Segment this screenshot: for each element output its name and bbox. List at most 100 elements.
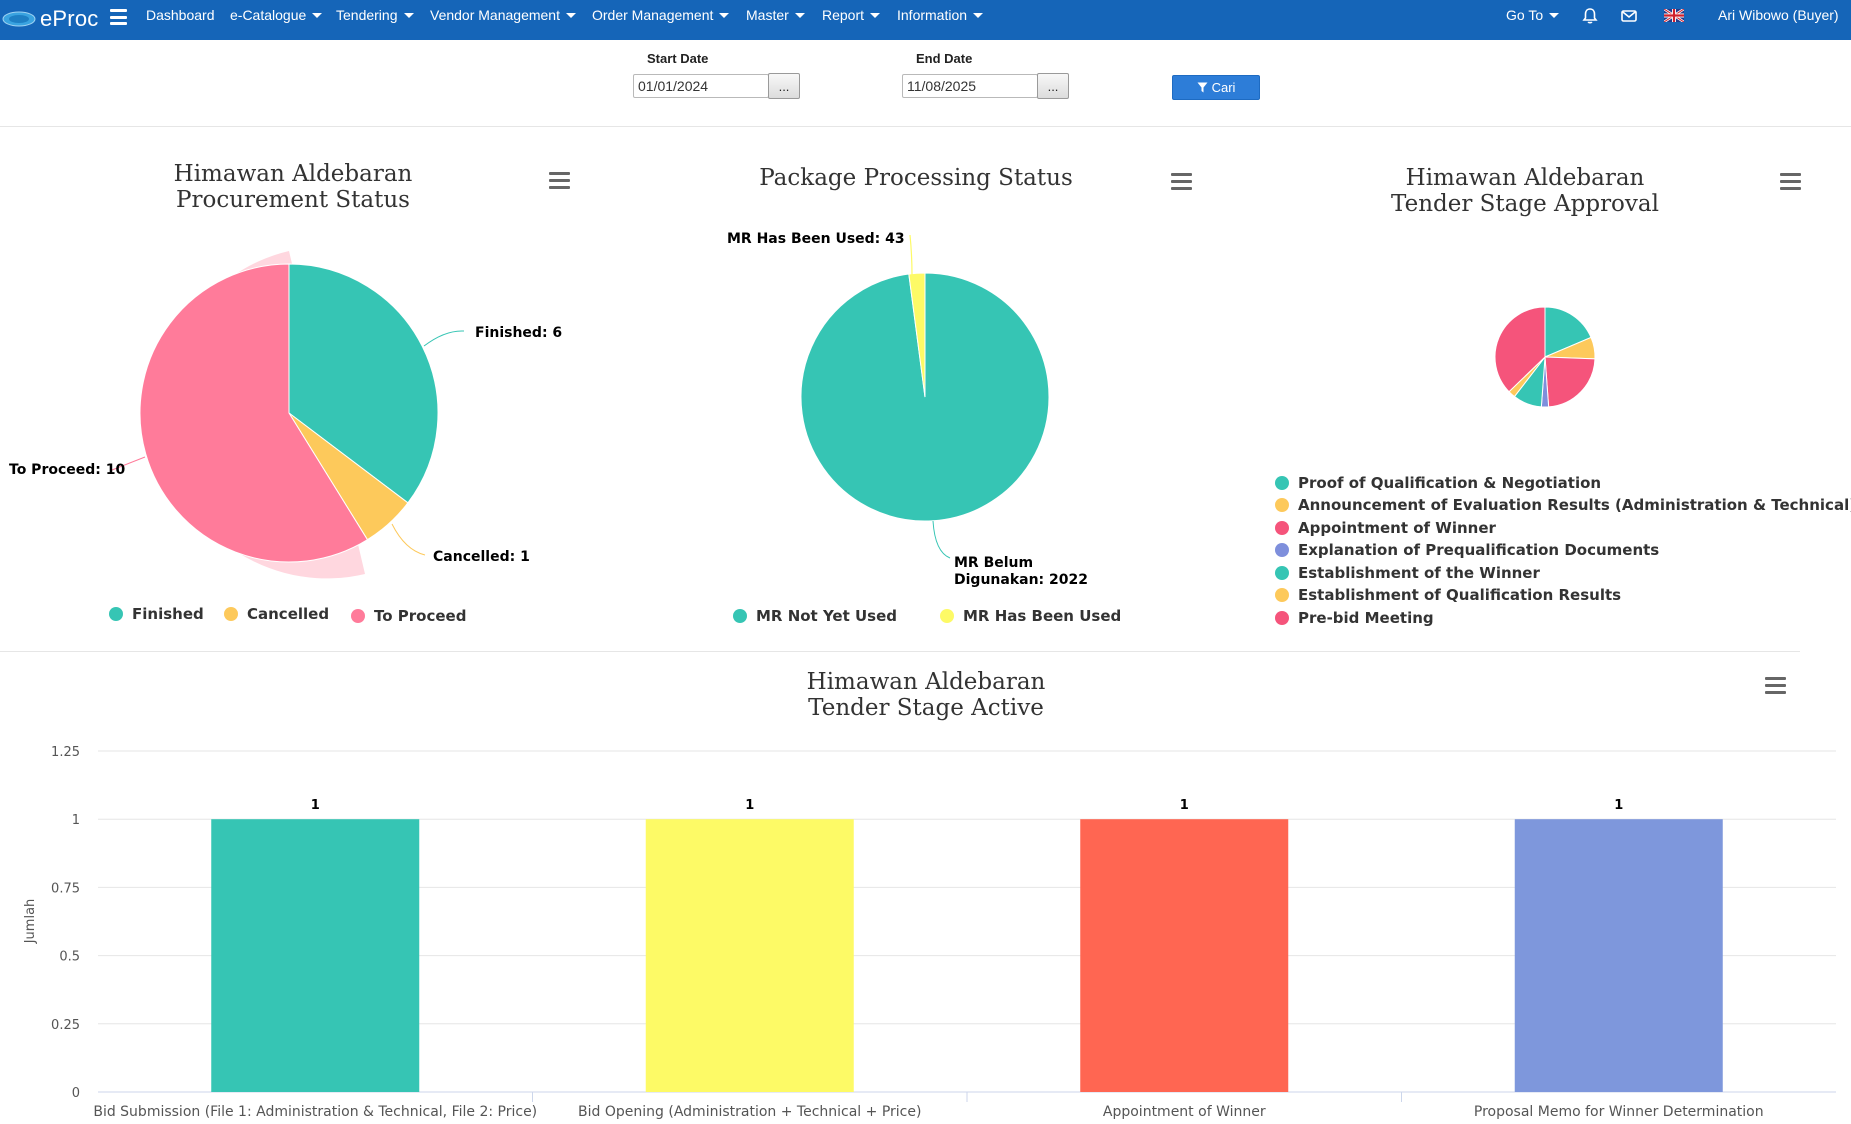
procurement-slice-finished-0[interactable] xyxy=(288,263,439,504)
chevron-down-icon xyxy=(403,12,414,18)
end-date-picker-button[interactable]: ... xyxy=(1037,73,1069,99)
brand-name: eProc xyxy=(40,6,99,31)
chevron-down-icon xyxy=(794,12,805,18)
approval-legend-item-establishment-of-qualification-results[interactable]: Establishment of Qualification Results xyxy=(1298,586,1621,604)
nav-order-management[interactable]: Order Management xyxy=(592,0,730,30)
uk-flag-icon[interactable] xyxy=(1664,9,1684,22)
package-legend: MR Not Yet Used MR Has Been Used xyxy=(733,607,1121,625)
procurement-chart-menu-icon[interactable] xyxy=(549,172,570,189)
finished-data-label: Finished: 6 xyxy=(475,325,562,341)
approval-chart-title-line1: Himawan Aldebaran xyxy=(1406,165,1645,191)
procurement-legend-item-finished[interactable]: Finished xyxy=(132,605,204,623)
nav-e-catalogue[interactable]: e-Catalogue xyxy=(230,0,323,30)
filter-divider xyxy=(0,126,1851,127)
user-menu[interactable]: Ari Wibowo (Buyer) xyxy=(1718,7,1839,23)
approval-legend-marker-6 xyxy=(1275,611,1289,625)
approval-slice-establishment-of-qualification-results-5[interactable] xyxy=(1508,356,1546,398)
nav-go-to[interactable]: Go To xyxy=(1506,0,1560,30)
approval-slice-pre-bid-meeting-6[interactable] xyxy=(1494,306,1546,393)
start-date-input[interactable] xyxy=(633,74,769,98)
y-tick-label-3: 0.75 xyxy=(51,881,80,896)
approval-legend-marker-5 xyxy=(1275,588,1289,602)
package-slice-mr-not-yet-used[interactable] xyxy=(800,272,1050,522)
end-date-label: End Date xyxy=(916,51,973,66)
procurement-legend-marker-0 xyxy=(109,607,123,621)
bar-appointment-of-winner[interactable] xyxy=(1080,819,1289,1092)
start-date-label: Start Date xyxy=(647,51,709,66)
x-category-label-1: Bid Opening (Administration + Technical … xyxy=(578,1104,921,1120)
start-date-picker-button[interactable]: ... xyxy=(768,73,800,99)
mr-used-connector xyxy=(909,234,913,276)
bar-bid-opening-administration-technical-price[interactable] xyxy=(645,819,854,1092)
approval-legend-item-proof-of-qualification-negotiation[interactable]: Proof of Qualification & Negotiation xyxy=(1298,474,1601,492)
chevron-down-icon xyxy=(565,12,576,18)
active-chart-title-line2: Tender Stage Active xyxy=(808,695,1044,721)
filter-icon xyxy=(1197,82,1208,93)
bar-proposal-memo-for-winner-determination[interactable] xyxy=(1514,819,1723,1092)
package-legend-item-mr-has-been-used[interactable]: MR Has Been Used xyxy=(963,607,1121,625)
approval-pie xyxy=(1494,306,1596,408)
nav-tendering[interactable]: Tendering xyxy=(336,0,414,30)
approval-chart-menu-icon[interactable] xyxy=(1780,173,1801,190)
x-category-label-3: Proposal Memo for Winner Determination xyxy=(1474,1104,1764,1120)
bell-icon[interactable] xyxy=(1581,7,1599,25)
procurement-pie xyxy=(139,263,439,563)
y-tick-label-0: 0 xyxy=(72,1086,80,1101)
approval-legend-item-appointment-of-winner[interactable]: Appointment of Winner xyxy=(1298,519,1497,537)
package-legend-item-mr-not-yet-used[interactable]: MR Not Yet Used xyxy=(756,607,897,625)
procurement-slice-to-proceed-2[interactable] xyxy=(139,263,369,563)
bar-bid-submission-file-1-administration-technical-file-2-price[interactable] xyxy=(211,819,420,1092)
approval-slice-proof-of-qualification-negotiation-0[interactable] xyxy=(1544,306,1592,358)
mr-not-used-connector xyxy=(932,520,951,559)
mr-used-data-label: MR Has Been Used: 43 xyxy=(727,231,905,247)
eproc-logo-icon xyxy=(2,11,36,27)
to-proceed-connector xyxy=(111,456,146,471)
bar-data-label-0: 1 xyxy=(311,798,320,813)
procurement-legend-marker-2 xyxy=(351,609,365,623)
approval-slice-announcement-of-evaluation-results-administration-technical-1[interactable] xyxy=(1544,336,1596,360)
active-chart-menu-icon[interactable] xyxy=(1765,677,1786,694)
chevron-down-icon xyxy=(1549,12,1560,18)
y-tick-label-1: 0.25 xyxy=(51,1018,80,1033)
tender-stage-active-bar-chart: 0 0.25 0.5 0.75 1 1.25 Jumlah 1 Bid Submission (… xyxy=(23,745,1836,1120)
brand[interactable]: eProc xyxy=(2,3,98,35)
procurement-slice-cancelled-1[interactable] xyxy=(288,412,409,541)
approval-legend-marker-4 xyxy=(1275,566,1289,580)
package-legend-marker-1 xyxy=(940,609,954,623)
approval-legend-item-announcement-of-evaluation-results-administration-technical[interactable]: Announcement of Evaluation Results (Admi… xyxy=(1298,496,1851,514)
envelope-icon[interactable] xyxy=(1620,7,1638,25)
chevron-down-icon xyxy=(312,12,323,18)
mr-not-used-data-label-line1: MR Belum xyxy=(954,555,1033,571)
sidebar-toggle-icon[interactable] xyxy=(110,9,127,25)
nav-master[interactable]: Master xyxy=(746,0,805,30)
package-slice-mr-has-been-used[interactable] xyxy=(908,272,926,398)
nav-dashboard[interactable]: Dashboard xyxy=(146,7,215,23)
charts-divider xyxy=(0,651,1800,652)
procurement-legend-marker-1 xyxy=(224,607,238,621)
approval-slice-establishment-of-the-winner-4[interactable] xyxy=(1513,355,1546,408)
approval-legend-marker-2 xyxy=(1275,521,1289,535)
procurement-legend-item-cancelled[interactable]: Cancelled xyxy=(247,605,329,623)
nav-report[interactable]: Report xyxy=(822,0,881,30)
approval-legend-marker-0 xyxy=(1275,476,1289,490)
active-chart-title-line1: Himawan Aldebaran xyxy=(807,669,1046,695)
search-button[interactable]: Cari xyxy=(1172,75,1260,100)
approval-legend-item-establishment-of-the-winner[interactable]: Establishment of the Winner xyxy=(1298,564,1540,582)
finished-connector xyxy=(423,330,465,347)
package-chart-title: Package Processing Status xyxy=(759,165,1073,191)
approval-legend-item-explanation-of-prequalification-documents[interactable]: Explanation of Prequalification Document… xyxy=(1298,541,1659,559)
approval-legend-item-pre-bid-meeting[interactable]: Pre-bid Meeting xyxy=(1298,609,1434,627)
package-chart-menu-icon[interactable] xyxy=(1171,173,1192,190)
y-axis-label: Jumlah xyxy=(23,899,38,945)
procurement-slice-halo xyxy=(161,251,365,579)
procurement-legend-item-to-proceed[interactable]: To Proceed xyxy=(374,607,466,625)
approval-slice-appointment-of-winner-2[interactable] xyxy=(1544,356,1596,408)
y-tick-label-4: 1 xyxy=(72,813,80,828)
bar-data-label-2: 1 xyxy=(1180,798,1189,813)
x-category-label-2: Appointment of Winner xyxy=(1103,1104,1266,1120)
end-date-input[interactable] xyxy=(902,74,1038,98)
chevron-down-icon xyxy=(973,12,984,18)
nav-vendor-management[interactable]: Vendor Management xyxy=(430,0,576,30)
approval-slice-explanation-of-prequalification-documents-3[interactable] xyxy=(1540,356,1550,408)
nav-information[interactable]: Information xyxy=(897,0,984,30)
